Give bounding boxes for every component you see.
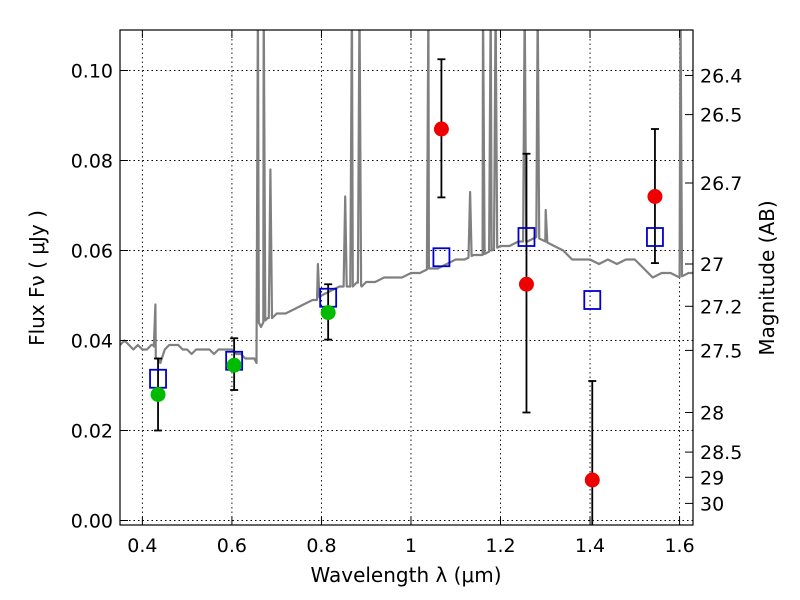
y-tick-label: 0.02 bbox=[71, 421, 113, 443]
x-tick-label: 0.8 bbox=[306, 535, 336, 557]
x-tick-label: 1 bbox=[405, 535, 417, 557]
y-axis-label: Flux Fν ( μJy ) bbox=[25, 210, 49, 346]
model-square-marker bbox=[583, 290, 602, 310]
x-axis-label: Wavelength λ (μm) bbox=[310, 563, 501, 587]
ticks bbox=[120, 30, 693, 525]
model-square-marker bbox=[646, 227, 664, 247]
data-point bbox=[150, 387, 166, 402]
data-point bbox=[433, 121, 449, 137]
y-right-tick-label: 26.4 bbox=[700, 65, 742, 87]
y-right-tick-label: 27.5 bbox=[700, 340, 742, 362]
data-point bbox=[647, 189, 663, 204]
x-tick-label: 0.4 bbox=[127, 535, 157, 557]
plot-background bbox=[120, 30, 693, 525]
x-tick-label: 1.6 bbox=[664, 535, 694, 557]
spectrum-layer bbox=[120, 30, 693, 365]
y-tick-label: 0.00 bbox=[71, 511, 113, 533]
y-tick-label: 0.04 bbox=[71, 331, 113, 353]
y-tick-label: 0.06 bbox=[71, 241, 113, 263]
y-right-tick-label: 26.7 bbox=[700, 173, 742, 195]
data-point bbox=[584, 472, 600, 488]
plot-area bbox=[120, 30, 693, 525]
y-right-tick-label: 27 bbox=[700, 254, 724, 276]
spectrum-line bbox=[120, 30, 693, 365]
data-point bbox=[518, 276, 534, 292]
model-square-marker bbox=[517, 227, 536, 247]
x-tick-label: 1.2 bbox=[485, 535, 515, 557]
marker-layer bbox=[149, 121, 664, 488]
y-right-tick-label: 28 bbox=[700, 403, 724, 425]
data-point bbox=[320, 305, 336, 321]
y-right-tick-label: 28.5 bbox=[700, 442, 742, 464]
data-point bbox=[226, 357, 242, 373]
model-square-marker bbox=[432, 247, 451, 268]
y-tick-label: 0.08 bbox=[71, 151, 113, 173]
y-tick-label: 0.10 bbox=[71, 61, 113, 83]
y-right-tick-label: 26.5 bbox=[700, 105, 742, 127]
tick-labels: 0.4 0.6 0.8 1 1.2 1.4 1.6 0.00 0.02 0.04 0.06 0.08 0… bbox=[71, 61, 743, 558]
y-right-tick-label: 29 bbox=[700, 467, 724, 489]
y-right-tick-label: 30 bbox=[700, 493, 724, 515]
x-tick-label: 0.6 bbox=[217, 535, 247, 557]
x-tick-label: 1.4 bbox=[575, 535, 605, 557]
plot-frame bbox=[119, 29, 694, 526]
y-axis-label-right: Magnitude (AB) bbox=[755, 200, 779, 355]
y-right-tick-label: 27.2 bbox=[700, 296, 742, 318]
